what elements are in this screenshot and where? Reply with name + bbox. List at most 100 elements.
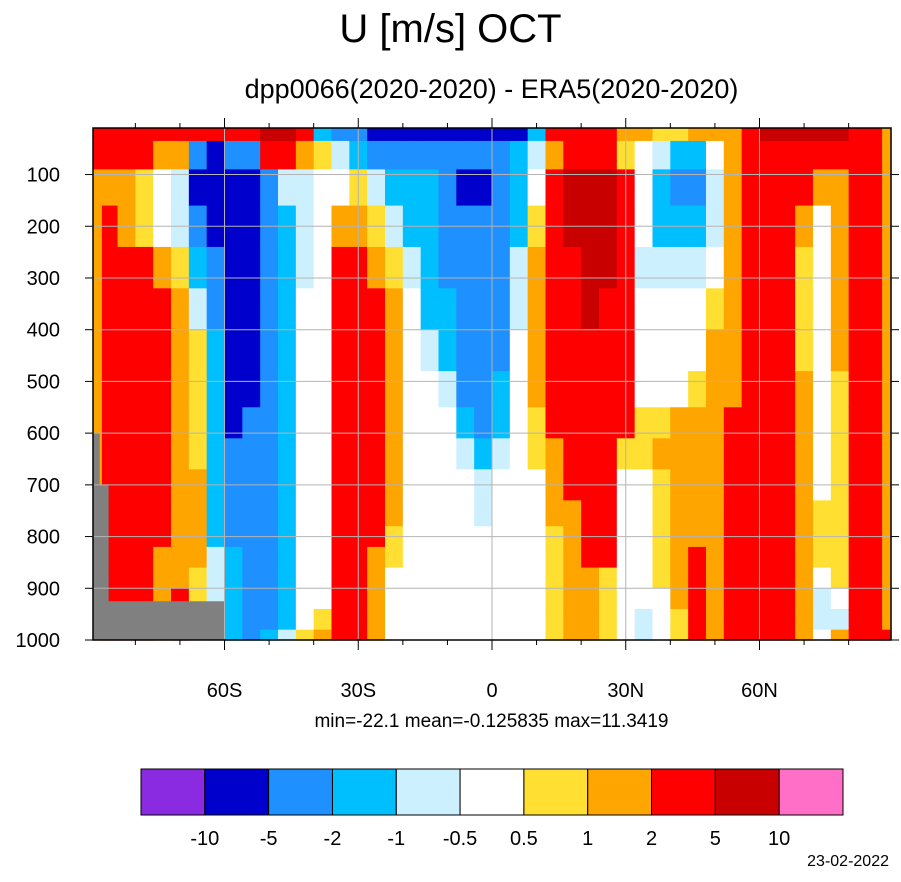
field-cell: [509, 500, 529, 527]
field-cell: [581, 246, 600, 289]
field-cell: [367, 140, 386, 170]
field-cell: [759, 608, 778, 631]
field-cell: [331, 407, 350, 439]
field-cell: [581, 288, 600, 331]
field-cell: [723, 169, 743, 207]
field-cell: [509, 169, 529, 207]
field-cell: [598, 500, 618, 527]
field-cell: [795, 169, 814, 207]
field-cell: [420, 140, 440, 170]
field-cell: [456, 608, 475, 631]
field-cell: [224, 438, 243, 470]
field-cell: [777, 169, 796, 207]
field-cell: [474, 288, 493, 331]
field-cell: [438, 288, 457, 331]
field-cell: [795, 288, 814, 331]
field-cell: [402, 629, 422, 641]
field-cell: [313, 629, 333, 641]
field-cell: [509, 128, 529, 142]
x-tick-label: 30S: [340, 680, 376, 702]
field-cell: [153, 288, 172, 331]
chart-subtitle: dpp0066(2020-2020) - ERA5(2020-2020): [244, 74, 739, 104]
field-cell: [723, 567, 743, 589]
field-cell: [206, 567, 226, 589]
field-cell: [882, 629, 892, 641]
field-cell: [795, 500, 814, 527]
field-cell: [224, 588, 243, 610]
field-cell: [812, 500, 832, 527]
field-cell: [295, 140, 315, 170]
field-cell: [652, 128, 671, 142]
y-tick-label: 800: [27, 527, 60, 549]
field-cell: [882, 371, 892, 408]
field-cell: [93, 288, 103, 331]
field-cell: [242, 588, 261, 610]
field-cell: [135, 500, 154, 527]
field-cell: [882, 329, 892, 372]
field-cell: [848, 128, 868, 142]
field-cell: [527, 288, 547, 331]
field-cell: [101, 371, 119, 408]
field-cell: [188, 371, 208, 408]
field-cell: [882, 246, 892, 289]
field-cell: [882, 288, 892, 331]
field-cell: [509, 608, 529, 631]
field-cell: [759, 567, 778, 589]
field-cell: [313, 288, 333, 331]
field-cell: [474, 329, 493, 372]
field-cell: [830, 588, 850, 610]
field-cell: [367, 288, 386, 331]
field-cell: [848, 588, 868, 610]
field-cell: [866, 629, 883, 641]
field-cell: [598, 588, 618, 610]
colorbar-label: -1: [387, 828, 405, 850]
field-cell: [492, 288, 511, 331]
field-cell: [474, 438, 493, 470]
field-cell: [206, 329, 226, 372]
field-cell: [545, 588, 564, 610]
field-cell: [224, 371, 243, 408]
field-cell: [527, 407, 547, 439]
field-cell: [385, 546, 404, 569]
field-cell: [741, 588, 761, 610]
field-cell: [652, 246, 671, 289]
field-cell: [848, 246, 868, 289]
field-cell: [278, 608, 297, 631]
field-cell: [188, 128, 208, 142]
field-cell: [652, 329, 671, 372]
field-cell: [509, 567, 529, 589]
field-cell: [866, 546, 883, 569]
field-cell: [242, 288, 261, 331]
field-cell: [93, 128, 103, 142]
field-cell: [581, 407, 600, 439]
field-cell: [777, 246, 796, 289]
field-cell: [670, 629, 689, 641]
field-cell: [295, 546, 315, 569]
field-cell: [438, 371, 457, 408]
field-cell: [331, 371, 350, 408]
field-cell: [812, 407, 832, 439]
field-cell: [795, 329, 814, 372]
field-cell: [313, 128, 333, 142]
field-cell: [509, 371, 529, 408]
field-cell: [688, 608, 707, 631]
field-cell: [206, 500, 226, 527]
field-cell: [759, 288, 778, 331]
field-cell: [670, 128, 689, 142]
field-cell: [117, 407, 136, 439]
field-cell: [456, 546, 475, 569]
field-cell: [759, 500, 778, 527]
field-cell: [206, 128, 226, 142]
field-cell: [723, 608, 743, 631]
field-cell: [260, 371, 279, 408]
field-cell: [242, 246, 261, 289]
field-cell: [313, 246, 333, 289]
field-cell: [509, 329, 529, 372]
chart-title: U [m/s] OCT: [339, 7, 562, 51]
field-cell: [385, 500, 404, 527]
field-cell: [705, 329, 725, 372]
field-cell: [385, 371, 404, 408]
field-cell: [474, 169, 493, 207]
field-cell: [492, 371, 511, 408]
field-cell: [492, 128, 511, 142]
